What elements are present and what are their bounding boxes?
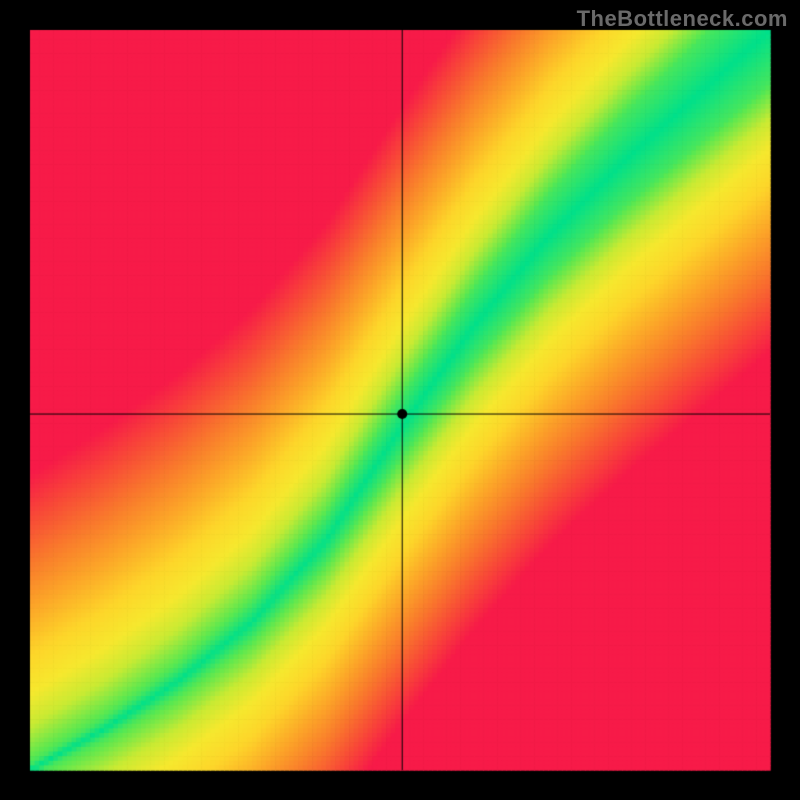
chart-container: TheBottleneck.com bbox=[0, 0, 800, 800]
watermark-text: TheBottleneck.com bbox=[577, 6, 788, 32]
bottleneck-heatmap bbox=[0, 0, 800, 800]
